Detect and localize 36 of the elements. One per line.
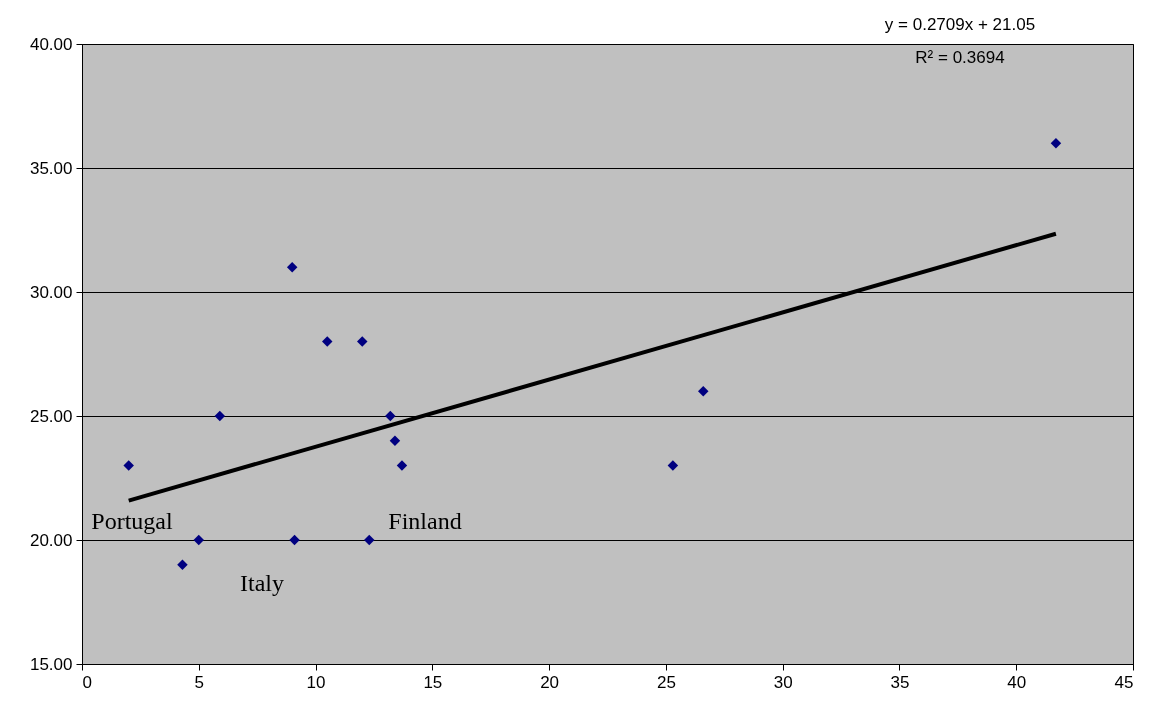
x-tick-label: 10: [306, 672, 326, 692]
point: [667, 460, 679, 471]
annotation: Finland: [388, 508, 462, 534]
y-tick-label: 35.00: [29, 158, 73, 178]
point: [396, 460, 408, 471]
x-tick-label: 25: [656, 672, 676, 692]
x-tick-label: 30: [773, 672, 793, 692]
point: [123, 460, 134, 471]
x-tick-label: 45: [1114, 672, 1134, 692]
point: [364, 534, 375, 546]
point: [321, 336, 333, 347]
point: [177, 559, 188, 571]
text: y = 0.2709x + 21.05: [884, 15, 1036, 34]
y-tick-label: 40.00: [29, 34, 73, 54]
x-tick-label: 0: [82, 672, 92, 692]
point: [286, 261, 298, 273]
point: [214, 410, 226, 422]
point: [193, 534, 205, 546]
x-tick-label: 15: [423, 672, 443, 692]
x-tick-label: 5: [194, 672, 205, 692]
point: [289, 534, 300, 546]
annotation: R² = 0.3694: [915, 48, 1005, 67]
point: [698, 385, 709, 397]
point: [1050, 137, 1062, 149]
x-tick-label: 20: [540, 672, 560, 692]
y-tick-label: 30.00: [29, 282, 73, 302]
annotation: Italy: [240, 570, 284, 596]
y-tick-label: 15.00: [29, 654, 73, 674]
point: [389, 435, 401, 447]
point: [385, 410, 396, 422]
annotation: Portugal: [91, 508, 173, 534]
x-tick-label: 35: [890, 672, 910, 692]
point: [357, 336, 368, 347]
y-tick-label: 25.00: [29, 406, 73, 426]
x-tick-label: 40: [1007, 672, 1027, 692]
y-tick-label: 20.00: [29, 530, 73, 550]
